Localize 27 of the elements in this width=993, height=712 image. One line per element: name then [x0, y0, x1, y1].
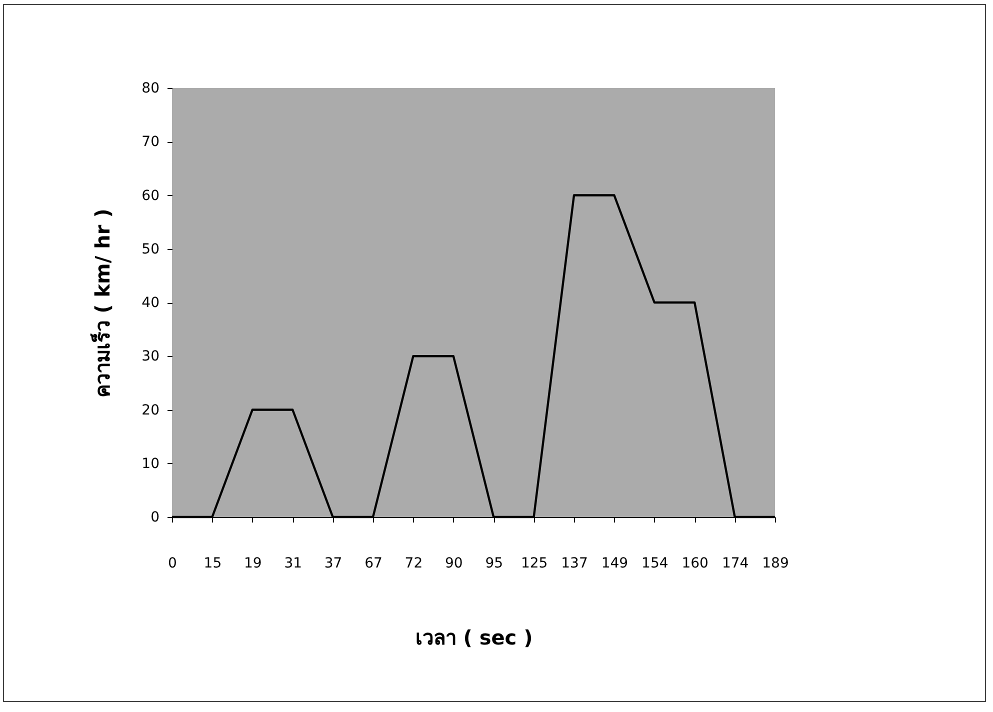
x-tick-label: 37: [324, 556, 342, 572]
x-tick-label: 19: [244, 556, 262, 572]
x-tick-label: 174: [722, 556, 749, 572]
y-tick-label: 70: [142, 134, 160, 150]
y-tick-label: 50: [142, 241, 160, 258]
x-tick-label: 0: [168, 556, 177, 572]
x-tick-label: 189: [762, 556, 789, 572]
x-tick-label: 160: [682, 556, 708, 572]
y-tick-label: 20: [142, 402, 160, 418]
x-tick-label: 137: [561, 556, 588, 572]
y-tick-label: 30: [142, 348, 160, 365]
y-tick-label: 80: [142, 80, 160, 96]
x-tick-label: 90: [444, 556, 463, 572]
x-tick-label: 31: [284, 556, 302, 572]
y-tick-label: 60: [142, 188, 160, 204]
x-tick-label: 67: [364, 556, 382, 572]
x-tick-label: 95: [485, 556, 504, 572]
x-tick-label: 125: [520, 556, 548, 572]
x-axis-title: เวลา ( sec ): [415, 626, 533, 650]
y-tick-label: 40: [142, 295, 160, 311]
x-tick-label: 72: [404, 556, 423, 572]
x-tick-label: 154: [642, 556, 668, 572]
y-axis-title: ความเร็ว ( km/ hr ): [90, 208, 115, 398]
x-tick-label: 149: [601, 556, 628, 572]
x-tick-label: 15: [204, 556, 222, 572]
y-tick-label: 0: [150, 510, 160, 526]
y-tick-label: 10: [142, 456, 160, 472]
